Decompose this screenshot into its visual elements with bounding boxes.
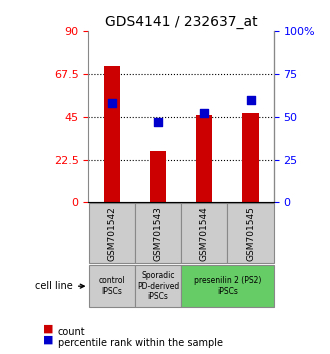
FancyBboxPatch shape: [88, 203, 135, 263]
Bar: [196, 115, 212, 202]
Text: GSM701544: GSM701544: [200, 206, 209, 261]
Text: ■: ■: [43, 324, 53, 334]
FancyBboxPatch shape: [181, 265, 274, 307]
Text: Sporadic
PD-derived
iPSCs: Sporadic PD-derived iPSCs: [137, 271, 179, 301]
Text: percentile rank within the sample: percentile rank within the sample: [58, 338, 223, 348]
Text: count: count: [58, 327, 85, 337]
FancyBboxPatch shape: [181, 203, 227, 263]
Text: GSM701545: GSM701545: [246, 206, 255, 261]
FancyBboxPatch shape: [135, 265, 181, 307]
Text: ■: ■: [43, 335, 53, 345]
Text: cell line: cell line: [35, 281, 84, 291]
Text: GSM701543: GSM701543: [153, 206, 162, 261]
Title: GDS4141 / 232637_at: GDS4141 / 232637_at: [105, 15, 257, 29]
Text: control
IPSCs: control IPSCs: [98, 276, 125, 296]
Text: presenilin 2 (PS2)
iPSCs: presenilin 2 (PS2) iPSCs: [194, 276, 261, 296]
Point: [155, 119, 161, 125]
Bar: [150, 151, 166, 202]
FancyBboxPatch shape: [135, 203, 181, 263]
FancyBboxPatch shape: [227, 203, 274, 263]
Point: [202, 110, 207, 116]
Text: GSM701542: GSM701542: [107, 206, 116, 261]
Bar: [104, 65, 120, 202]
Point: [248, 97, 253, 103]
Bar: [243, 113, 259, 202]
Point: [109, 100, 114, 106]
FancyBboxPatch shape: [88, 265, 135, 307]
